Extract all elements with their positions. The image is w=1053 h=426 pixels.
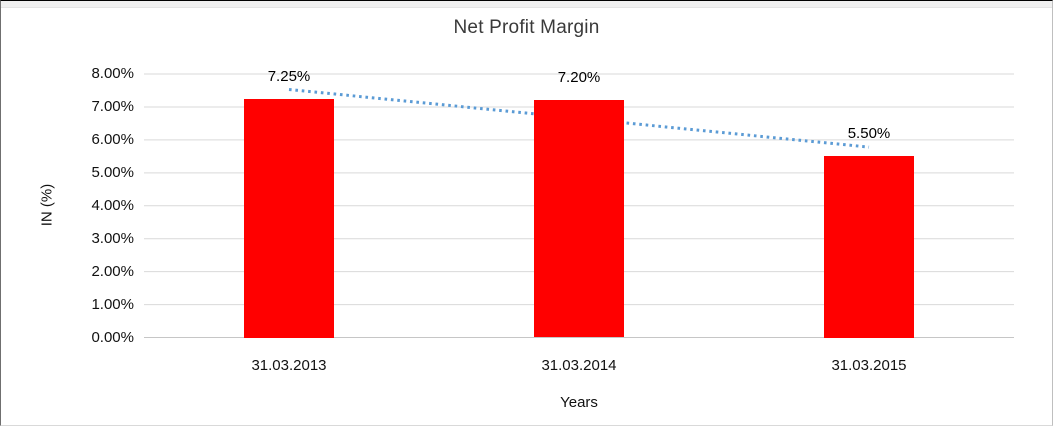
y-tick-label: 4.00% [91,196,134,214]
data-label: 7.25% [267,67,311,85]
y-tick-label: 3.00% [91,229,134,247]
trendline[interactable] [288,87,870,149]
y-tick-label: 0.00% [91,328,134,346]
y-tick-label: 1.00% [91,295,134,313]
data-label: 5.50% [847,125,891,143]
chart-title: Net Profit Margin [453,17,600,38]
x-axis-title: Years [560,394,598,411]
y-tick-label: 2.00% [91,262,134,280]
x-tick-label: 31.03.2015 [831,357,907,374]
bar-31.03.2015[interactable] [824,156,914,338]
y-tick-label: 5.00% [91,163,134,181]
top-strip [1,1,1052,8]
bar-31.03.2014[interactable] [534,100,624,338]
bar-31.03.2013[interactable] [244,98,334,338]
y-tick-label: 8.00% [91,65,134,82]
y-tick-label: 7.00% [91,97,134,115]
x-tick-label: 31.03.2013 [251,357,327,374]
data-label: 7.20% [557,69,601,87]
y-tick-label: 6.00% [91,130,134,148]
x-tick-label: 31.03.2014 [541,357,617,374]
